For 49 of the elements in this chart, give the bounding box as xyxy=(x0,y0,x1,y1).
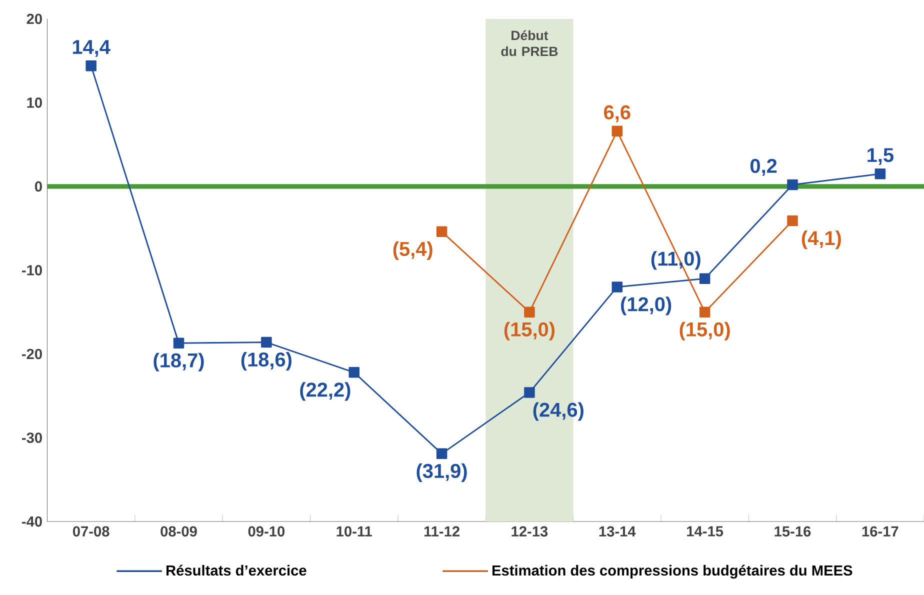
x-tick-label: 15-16 xyxy=(774,526,811,536)
point xyxy=(173,338,184,348)
y-tick-label: -10 xyxy=(22,264,42,276)
data-label: 14,4 xyxy=(72,40,110,57)
data-label: (5,4) xyxy=(393,241,432,260)
data-label: (12,0) xyxy=(621,296,672,316)
y-tick-label: -40 xyxy=(22,516,42,527)
data-label: (15,0) xyxy=(504,322,554,340)
point xyxy=(261,336,272,348)
data-label: (18,7) xyxy=(154,352,204,372)
x-tick-label: 08-09 xyxy=(160,526,197,536)
point xyxy=(436,448,448,459)
x-tick-label: 13-14 xyxy=(599,526,636,536)
legend-label: Résultats d’exercice xyxy=(166,564,306,576)
data-label: (24,6) xyxy=(533,402,584,421)
point xyxy=(787,179,798,190)
point xyxy=(612,126,623,136)
y-tick-label: -30 xyxy=(22,432,42,443)
data-label: (4,1) xyxy=(802,230,841,249)
point xyxy=(874,168,886,180)
point xyxy=(86,60,96,72)
data-label: 6,6 xyxy=(604,105,630,122)
point xyxy=(612,281,623,292)
y-tick-label: 20 xyxy=(26,14,42,24)
data-label: 1,5 xyxy=(868,148,894,165)
y-tick-label: -20 xyxy=(22,348,42,360)
point xyxy=(524,306,535,318)
x-tick-label: 10-11 xyxy=(336,526,372,536)
x-tick-label: 11-12 xyxy=(424,526,460,536)
data-label: (18,6) xyxy=(241,352,292,370)
band-label: Début du PREB xyxy=(501,30,558,56)
x-tick-label: 07-08 xyxy=(72,526,110,536)
x-tick-label: 14-15 xyxy=(687,526,724,536)
point xyxy=(699,306,710,318)
data-label: (15,0) xyxy=(680,322,730,340)
y-tick-label: 10 xyxy=(27,97,42,108)
data-label: (31,9) xyxy=(416,463,467,482)
x-tick-label: 12-13 xyxy=(512,526,548,536)
legend-label: Estimation des compressions budgétaires du MEES xyxy=(492,564,852,579)
x-tick-label: 16-17 xyxy=(862,526,898,536)
data-label: (22,2) xyxy=(300,382,350,401)
point xyxy=(436,226,448,237)
data-label: 0,2 xyxy=(750,158,777,176)
point xyxy=(699,273,710,284)
point xyxy=(787,215,798,226)
point xyxy=(348,366,360,378)
y-tick-label: 0 xyxy=(35,181,42,192)
point xyxy=(524,387,535,398)
x-tick-label: 09-10 xyxy=(248,526,285,536)
